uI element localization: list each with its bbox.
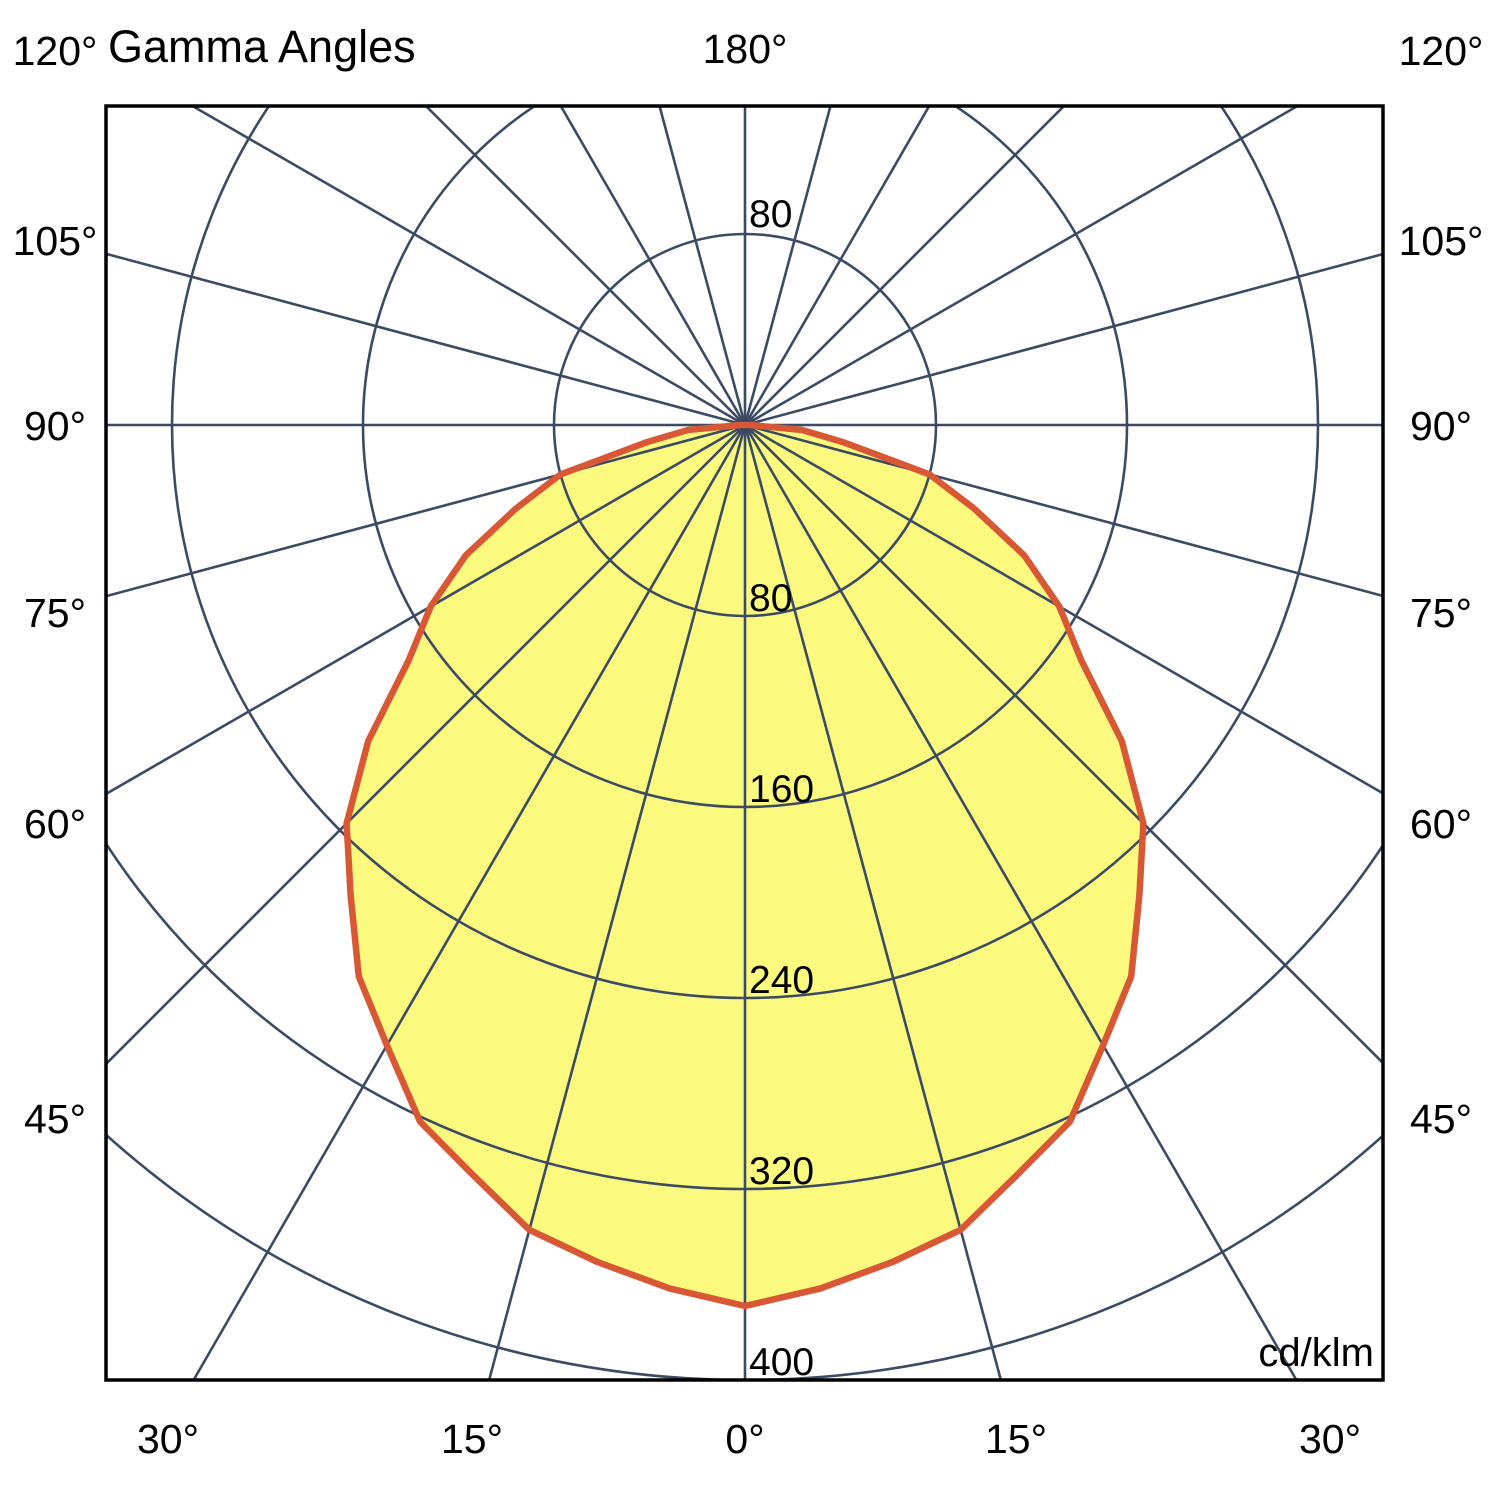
axis-label-bottom: 0°	[725, 1416, 764, 1462]
polar-grid-radial-line	[743, 424, 1298, 1380]
radial-scale-label: 160	[749, 768, 814, 811]
polar-grid-radial-line	[744, 106, 1066, 426]
intensity-curve-outline-layer	[343, 421, 1147, 1310]
radial-scale-label-upper: 80	[749, 193, 792, 236]
radial-scale-label: 400	[749, 1341, 814, 1384]
axis-label-top-180: 180°	[703, 26, 788, 72]
axis-label-left: 60°	[24, 801, 86, 847]
unit-label: cd/klm	[1258, 1331, 1374, 1375]
axis-label-layer: 120° 120° 105° 105° 90° 90° 75° 75° 60° 60° 45° 45°…	[13, 28, 1484, 1462]
radial-scale-label: 80	[749, 577, 792, 620]
axis-label-right: 60°	[1410, 801, 1472, 847]
axis-label-right: 75°	[1410, 590, 1472, 636]
axis-label-left: 45°	[24, 1096, 86, 1142]
radial-scale-label: 320	[749, 1150, 814, 1193]
polar-grid-radial-line	[658, 106, 747, 426]
polar-grid-radial-line	[106, 423, 746, 796]
polar-grid-radial-line	[744, 252, 1383, 427]
axis-label-right: 45°	[1410, 1096, 1472, 1142]
axis-label-left: 75°	[24, 590, 86, 636]
polar-grid-radial-line	[106, 423, 746, 598]
polar-grid-radial-line	[487, 424, 747, 1380]
intensity-curve-outline	[343, 421, 1147, 1310]
polar-grid-radial-line	[106, 252, 746, 427]
polar-grid-radial-line	[744, 423, 1383, 795]
polar-grid-radial-line	[189, 106, 746, 427]
axis-label-right: 105°	[1399, 218, 1484, 264]
axis-label-right: 90°	[1410, 403, 1472, 449]
polar-grid-radial-line	[424, 106, 746, 426]
axis-label-left: 120°	[13, 28, 98, 74]
polar-grid-radial-line	[744, 423, 1383, 598]
plot-border	[104, 104, 1385, 1382]
axis-label-bottom: 15°	[441, 1416, 503, 1462]
axis-label-bottom: 30°	[1299, 1416, 1361, 1462]
axis-label-left: 90°	[24, 403, 86, 449]
polar-grid-radial-line	[744, 106, 1301, 427]
radial-scale-label: 240	[749, 959, 814, 1002]
polar-grid-radial-line	[743, 424, 1003, 1380]
polar-grid-radial-line	[106, 424, 746, 1066]
polar-grid-radial-line	[743, 106, 931, 426]
polar-grid-radial-line	[744, 424, 1383, 1065]
axis-label-right: 120°	[1399, 28, 1484, 74]
axis-label-bottom: 30°	[137, 1416, 199, 1462]
axis-label-bottom: 15°	[985, 1416, 1047, 1462]
polar-grid-radial-line	[559, 106, 747, 426]
chart-title: Gamma Angles	[108, 21, 416, 72]
axis-label-left: 105°	[13, 218, 98, 264]
polar-grid-radial-line	[743, 106, 832, 426]
polar-grid-radial-line	[192, 424, 747, 1380]
